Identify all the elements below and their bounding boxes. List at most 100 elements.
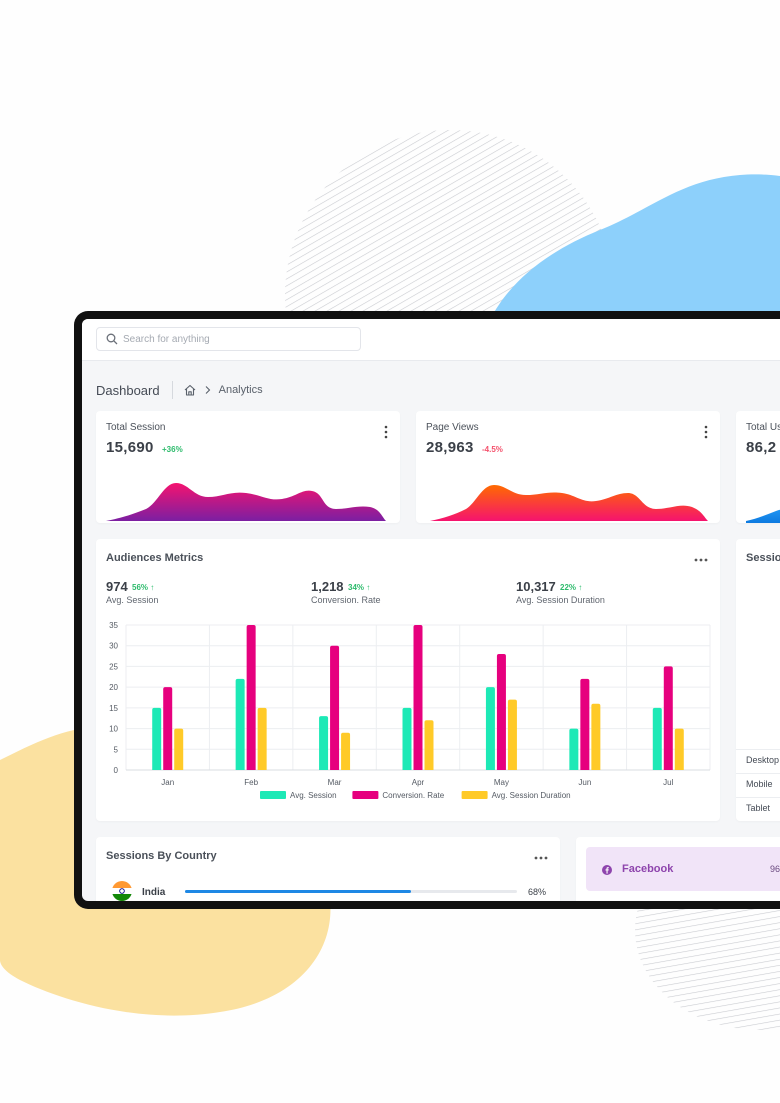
bar-avg-session-duration (507, 699, 517, 770)
social-card: Facebook 96 (576, 837, 780, 901)
bar-avg-session (569, 728, 579, 770)
metric-percent: 56% ↑ (132, 583, 155, 592)
metric-label: Avg. Session Duration (516, 595, 605, 605)
blue-blob (490, 174, 780, 330)
sparkline-total-session (106, 483, 386, 521)
india-flag-icon (112, 881, 132, 901)
facebook-label: Facebook (622, 863, 674, 875)
country-name: India (142, 887, 166, 898)
y-tick-label: 5 (114, 745, 119, 754)
bar-conversion-rate (330, 645, 340, 770)
bar-conversion-rate (580, 678, 590, 770)
facebook-icon (602, 865, 612, 875)
breadcrumb-divider (171, 381, 173, 399)
metric-value: 10,317 (516, 579, 556, 594)
audience-bar-chart: 0 5 10 15 20 25 30 35 Jan Feb Mar Apr May Jun Jul Avg. … (109, 621, 711, 800)
metric-value: 974 (106, 579, 128, 594)
stat-label: Total Us (746, 422, 780, 433)
card-title: Sessions By Country (106, 850, 217, 862)
bar-avg-session (485, 687, 495, 770)
legend-label: Conversion. Rate (382, 791, 444, 800)
bar-avg-session-duration (424, 720, 434, 770)
sessions-by-country-card: Sessions By Country India (96, 837, 560, 901)
metric-label: Conversion. Rate (311, 595, 381, 605)
device-frame: Dashboard Analytics Total Session 15,690… (74, 311, 780, 909)
bar-avg-session (319, 716, 329, 770)
bar-avg-session (652, 707, 662, 770)
x-tick-label: Feb (244, 778, 258, 787)
home-icon[interactable] (183, 383, 197, 397)
divider (736, 773, 780, 774)
bar-avg-session-duration (591, 703, 601, 770)
x-tick-label: Jan (161, 778, 174, 787)
bar-avg-session (402, 707, 412, 770)
metric-percent: 34% ↑ (348, 583, 371, 592)
stat-value: 86,2 (746, 439, 777, 456)
x-tick-label: Jun (578, 778, 591, 787)
metric-value: 1,218 (311, 579, 344, 594)
y-tick-label: 25 (109, 662, 118, 671)
country-percent: 68% (528, 887, 547, 897)
stat-card-total-users: Total Us 86,2 (736, 411, 780, 523)
legend-swatch (352, 791, 379, 799)
divider (736, 797, 780, 798)
country-progress-track (185, 890, 517, 893)
bar-conversion-rate (246, 625, 256, 770)
audience-metrics-card: Audiences Metrics 974 56% ↑ Avg. Session… (96, 539, 720, 821)
device-row-tablet: Tablet (746, 803, 771, 813)
country-progress-fill (185, 890, 411, 893)
legend-label: Avg. Session (290, 791, 337, 800)
stat-value: 28,963 (426, 439, 474, 456)
sessions-device-card: Session Desktop Mobile Tablet (736, 539, 780, 821)
bar-conversion-rate (163, 687, 173, 770)
x-tick-label: May (494, 778, 509, 787)
device-row-desktop: Desktop (746, 755, 780, 765)
divider (736, 749, 780, 750)
search-box[interactable] (96, 327, 361, 351)
more-vertical-icon[interactable] (704, 425, 708, 439)
facebook-row[interactable]: Facebook 96 (586, 847, 780, 891)
y-tick-label: 20 (109, 683, 118, 692)
more-horizontal-icon[interactable] (534, 856, 548, 860)
stat-label: Total Session (106, 422, 166, 433)
bar-conversion-rate (663, 666, 673, 770)
card-title: Session (746, 552, 780, 564)
breadcrumb-current[interactable]: Analytics (218, 384, 263, 396)
chevron-right-icon (205, 386, 210, 394)
metric-percent: 22% ↑ (560, 583, 583, 592)
top-bar (82, 319, 780, 361)
more-horizontal-icon[interactable] (694, 558, 708, 562)
y-tick-label: 30 (109, 642, 118, 651)
y-tick-label: 15 (109, 704, 118, 713)
stat-change: -4.5% (482, 445, 503, 454)
legend-swatch (461, 791, 488, 799)
bar-avg-session (152, 707, 162, 770)
stat-card-page-views: Page Views 28,963 -4.5% (416, 411, 720, 523)
y-tick-label: 35 (109, 621, 118, 630)
facebook-value: 96 (770, 864, 780, 874)
breadcrumb: Dashboard Analytics (96, 381, 263, 399)
dashboard-screen: Dashboard Analytics Total Session 15,690… (82, 319, 780, 901)
search-input[interactable] (123, 331, 353, 347)
bar-conversion-rate (496, 654, 506, 770)
metric-label: Avg. Session (106, 595, 159, 605)
search-icon (106, 333, 118, 345)
x-tick-label: Jul (663, 778, 673, 787)
hatched-circle-bottom (635, 900, 780, 1030)
device-row-mobile: Mobile (746, 779, 773, 789)
x-tick-label: Mar (328, 778, 342, 787)
y-tick-label: 0 (114, 766, 119, 775)
bar-avg-session (235, 678, 245, 770)
legend-label: Avg. Session Duration (492, 791, 571, 800)
bar-avg-session-duration (341, 732, 351, 770)
bar-avg-session-duration (257, 707, 267, 770)
bar-avg-session-duration (674, 728, 684, 770)
bar-avg-session-duration (174, 728, 184, 770)
legend-swatch (260, 791, 286, 799)
bar-conversion-rate (413, 625, 423, 770)
more-vertical-icon[interactable] (384, 425, 388, 439)
stat-card-total-session: Total Session 15,690 +36% (96, 411, 400, 523)
card-title: Audiences Metrics (106, 552, 204, 564)
x-tick-label: Apr (412, 778, 425, 787)
